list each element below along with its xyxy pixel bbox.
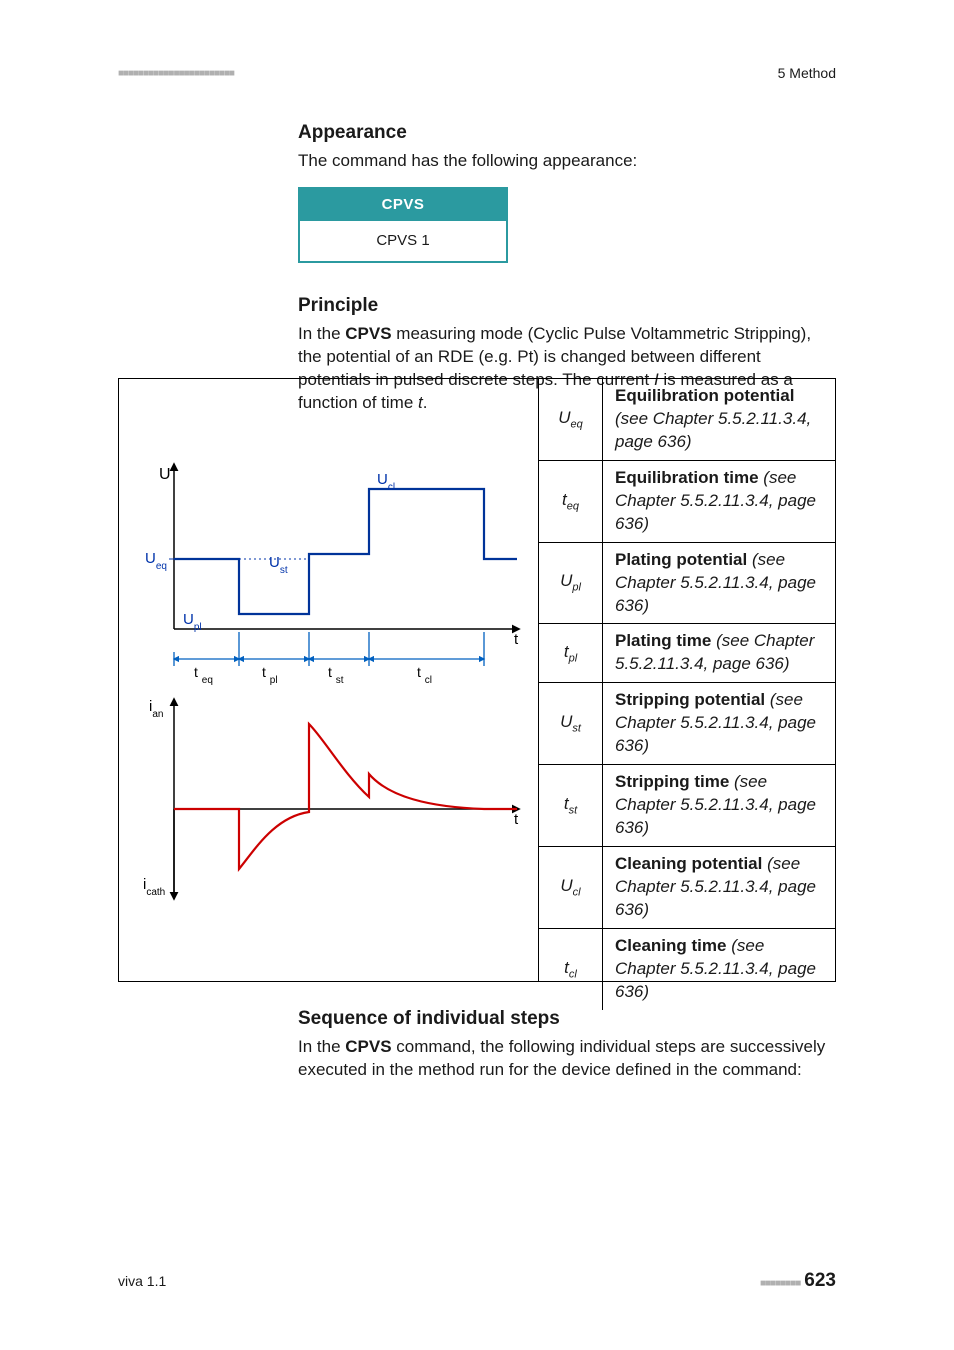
- header-dashes: ■■■■■■■■■■■■■■■■■■■■■■■: [118, 67, 234, 81]
- param-row: UstStripping potential (see Chapter 5.5.…: [539, 683, 835, 765]
- param-description: Plating time (see Chapter 5.5.2.11.3.4, …: [603, 624, 835, 682]
- label-U: U: [159, 466, 171, 483]
- label-t-lower: t: [514, 811, 519, 828]
- footer-product: viva 1.1: [118, 1272, 166, 1291]
- param-row: tstStripping time (see Chapter 5.5.2.11.…: [539, 765, 835, 847]
- param-symbol: Ucl: [539, 847, 603, 928]
- param-symbol: tcl: [539, 929, 603, 1010]
- label-Ust: Ust: [269, 554, 288, 576]
- param-symbol: tst: [539, 765, 603, 846]
- param-symbol: Upl: [539, 543, 603, 624]
- sequence-cmd: CPVS: [345, 1037, 391, 1056]
- param-row: teqEquilibration time (see Chapter 5.5.2…: [539, 461, 835, 543]
- param-row: tplPlating time (see Chapter 5.5.2.11.3.…: [539, 624, 835, 683]
- label-tpl: t pl: [262, 664, 278, 686]
- label-tcl: t cl: [417, 664, 432, 686]
- page-footer: viva 1.1 ■■■■■■■■ 623: [118, 1268, 836, 1294]
- label-t-upper: t: [514, 631, 519, 648]
- appearance-heading: Appearance: [298, 120, 836, 146]
- param-description: Stripping time (see Chapter 5.5.2.11.3.4…: [603, 765, 835, 846]
- principle-heading: Principle: [298, 293, 836, 319]
- param-description: Equilibration time (see Chapter 5.5.2.11…: [603, 461, 835, 542]
- command-box-body: CPVS 1: [300, 221, 506, 261]
- param-description: Stripping potential (see Chapter 5.5.2.1…: [603, 683, 835, 764]
- param-row: UplPlating potential (see Chapter 5.5.2.…: [539, 543, 835, 625]
- param-description: Cleaning time (see Chapter 5.5.2.11.3.4,…: [603, 929, 835, 1010]
- sequence-text-1: In the: [298, 1037, 345, 1056]
- parameters-table: UeqEquilibration potential (see Chapter …: [539, 379, 835, 981]
- param-description: Plating potential (see Chapter 5.5.2.11.…: [603, 543, 835, 624]
- label-teq: t eq: [194, 664, 213, 686]
- param-description: Cleaning potential (see Chapter 5.5.2.11…: [603, 847, 835, 928]
- param-description: Equilibration potential (see Chapter 5.5…: [603, 379, 835, 460]
- footer-dashes: ■■■■■■■■: [760, 1278, 800, 1289]
- footer-page: ■■■■■■■■ 623: [760, 1268, 836, 1294]
- label-tst: t st: [328, 664, 344, 686]
- figure-and-params: U t Ueq Ust Upl Ucl: [118, 378, 836, 982]
- param-symbol: Ueq: [539, 379, 603, 460]
- label-Ueq: Ueq: [145, 550, 167, 572]
- param-row: tclCleaning time (see Chapter 5.5.2.11.3…: [539, 929, 835, 1010]
- footer-page-number: 623: [804, 1270, 836, 1291]
- label-ian: ian: [149, 698, 163, 720]
- appearance-intro: The command has the following appearance…: [298, 150, 836, 173]
- param-symbol: Ust: [539, 683, 603, 764]
- label-icath: icath: [143, 876, 165, 898]
- header-section-label: 5 Method: [778, 64, 836, 83]
- sequence-heading: Sequence of individual steps: [298, 1006, 836, 1032]
- principle-cmd: CPVS: [345, 324, 391, 343]
- param-row: UclCleaning potential (see Chapter 5.5.2…: [539, 847, 835, 929]
- param-symbol: tpl: [539, 624, 603, 682]
- waveform-diagram: U t Ueq Ust Upl Ucl: [119, 379, 539, 981]
- principle-text-1: In the: [298, 324, 345, 343]
- sequence-intro: In the CPVS command, the following indiv…: [298, 1036, 836, 1082]
- command-box-header: CPVS: [300, 189, 506, 221]
- command-appearance-box: CPVS CPVS 1: [298, 187, 508, 264]
- param-row: UeqEquilibration potential (see Chapter …: [539, 379, 835, 461]
- param-symbol: teq: [539, 461, 603, 542]
